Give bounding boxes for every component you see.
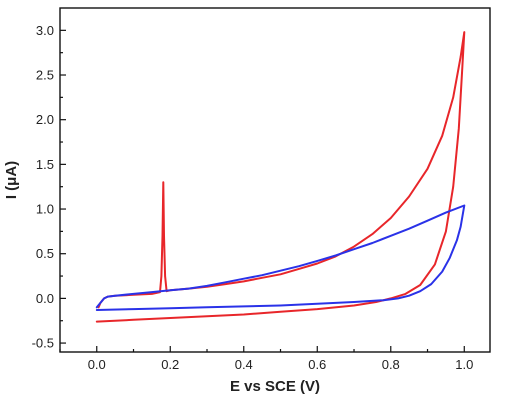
series-line-2 (95, 204, 466, 311)
x-axis-title: E vs SCE (V) (230, 378, 320, 395)
series-line-1 (95, 31, 466, 323)
x-tick-label: 0.8 (382, 357, 400, 372)
y-tick-label: 3.0 (36, 23, 54, 38)
x-tick-label: 0.2 (161, 357, 179, 372)
y-tick-label: 0.0 (36, 291, 54, 306)
y-axis: -0.5 0.0 0.5 1.0 1.5 2.0 2.5 3.0 (32, 23, 66, 351)
series-layer (95, 31, 466, 323)
x-tick-label: 1.0 (455, 357, 473, 372)
x-axis: 0.0 0.2 0.4 0.6 0.8 1.0 (59, 346, 473, 372)
y-tick-label: 2.5 (36, 68, 54, 83)
y-tick-label: 1.0 (36, 202, 54, 217)
y-tick-label: -0.5 (32, 336, 54, 351)
y-tick-label: 1.5 (36, 157, 54, 172)
x-tick-label: 0.6 (308, 357, 326, 372)
plot-frame (59, 7, 491, 353)
x-tick-label: 0.4 (235, 357, 253, 372)
y-axis-title: I (μA) (3, 161, 20, 199)
y-tick-label: 2.0 (36, 112, 54, 127)
y-tick-label: 0.5 (36, 246, 54, 261)
x-tick-label: 0.0 (88, 357, 106, 372)
